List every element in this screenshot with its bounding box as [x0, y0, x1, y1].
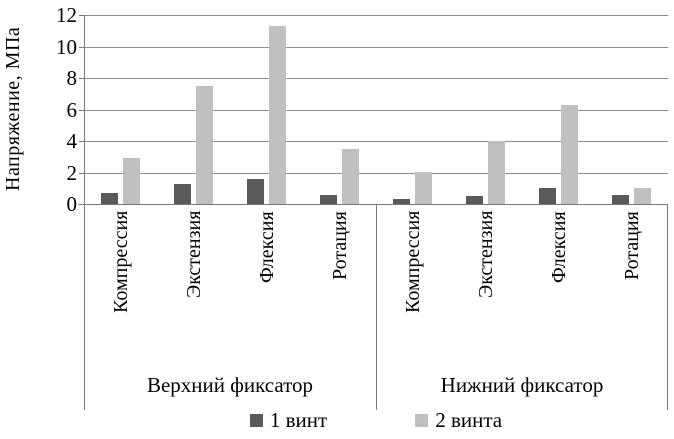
group-divider	[376, 204, 377, 410]
y-tick-mark	[79, 47, 84, 48]
bar-series-2	[561, 105, 578, 204]
y-tick-mark	[79, 110, 84, 111]
y-tick-mark	[79, 141, 84, 142]
legend-swatch-icon	[249, 413, 263, 427]
y-tick-mark	[79, 78, 84, 79]
bar-series-1	[612, 195, 629, 204]
y-tick-label: 6	[66, 98, 78, 122]
bar-series-1	[320, 195, 337, 204]
legend-item-2: 2 винта	[415, 409, 502, 431]
category-label: Ротация	[621, 211, 643, 280]
gridline	[84, 78, 668, 79]
bar-series-1	[466, 196, 483, 204]
right-border-line	[667, 204, 668, 410]
y-tick-label: 2	[66, 161, 78, 185]
y-tick-label: 12	[56, 3, 77, 27]
y-tick-label: 10	[56, 35, 77, 59]
gridline	[84, 110, 668, 111]
y-tick-label: 4	[66, 129, 78, 153]
legend-label: 1 винт	[269, 408, 328, 432]
category-label: Ротация	[329, 211, 351, 280]
bar-series-1	[393, 199, 410, 204]
y-tick-mark	[79, 15, 84, 16]
category-label: Компрессия	[402, 211, 424, 314]
category-label: Флексия	[548, 211, 570, 283]
legend-label: 2 винта	[435, 408, 503, 432]
category-label: Экстензия	[183, 211, 205, 299]
legend-item-1: 1 винт	[249, 408, 328, 432]
x-axis-line	[84, 204, 668, 205]
bar-series-1	[101, 193, 118, 204]
y-tick-label: 0	[66, 192, 78, 216]
category-label: Компрессия	[110, 211, 132, 314]
legend: 1 винт 2 винта	[84, 409, 668, 431]
bar-series-1	[247, 179, 264, 204]
category-label: Флексия	[256, 211, 278, 283]
gridline	[84, 173, 668, 174]
bar-series-2	[415, 172, 432, 204]
bar-series-2	[488, 141, 505, 204]
bar-series-2	[196, 86, 213, 204]
legend-swatch-icon	[415, 413, 429, 427]
gridline	[84, 141, 668, 142]
y-tick-mark	[79, 204, 84, 205]
gridline	[84, 47, 668, 48]
bar-series-2	[634, 188, 651, 204]
bar-series-2	[123, 158, 140, 204]
bar-series-2	[269, 26, 286, 204]
gridline	[84, 15, 668, 16]
y-tick-label: 8	[66, 66, 78, 90]
bar-series-1	[174, 184, 191, 204]
bar-series-1	[539, 188, 556, 204]
y-tick-mark	[79, 173, 84, 174]
y-axis-line	[84, 15, 85, 410]
group-label: Нижний фиксатор	[440, 373, 604, 397]
group-label: Верхний фиксатор	[146, 373, 314, 397]
category-label: Экстензия	[475, 211, 497, 299]
bar-series-2	[342, 149, 359, 204]
